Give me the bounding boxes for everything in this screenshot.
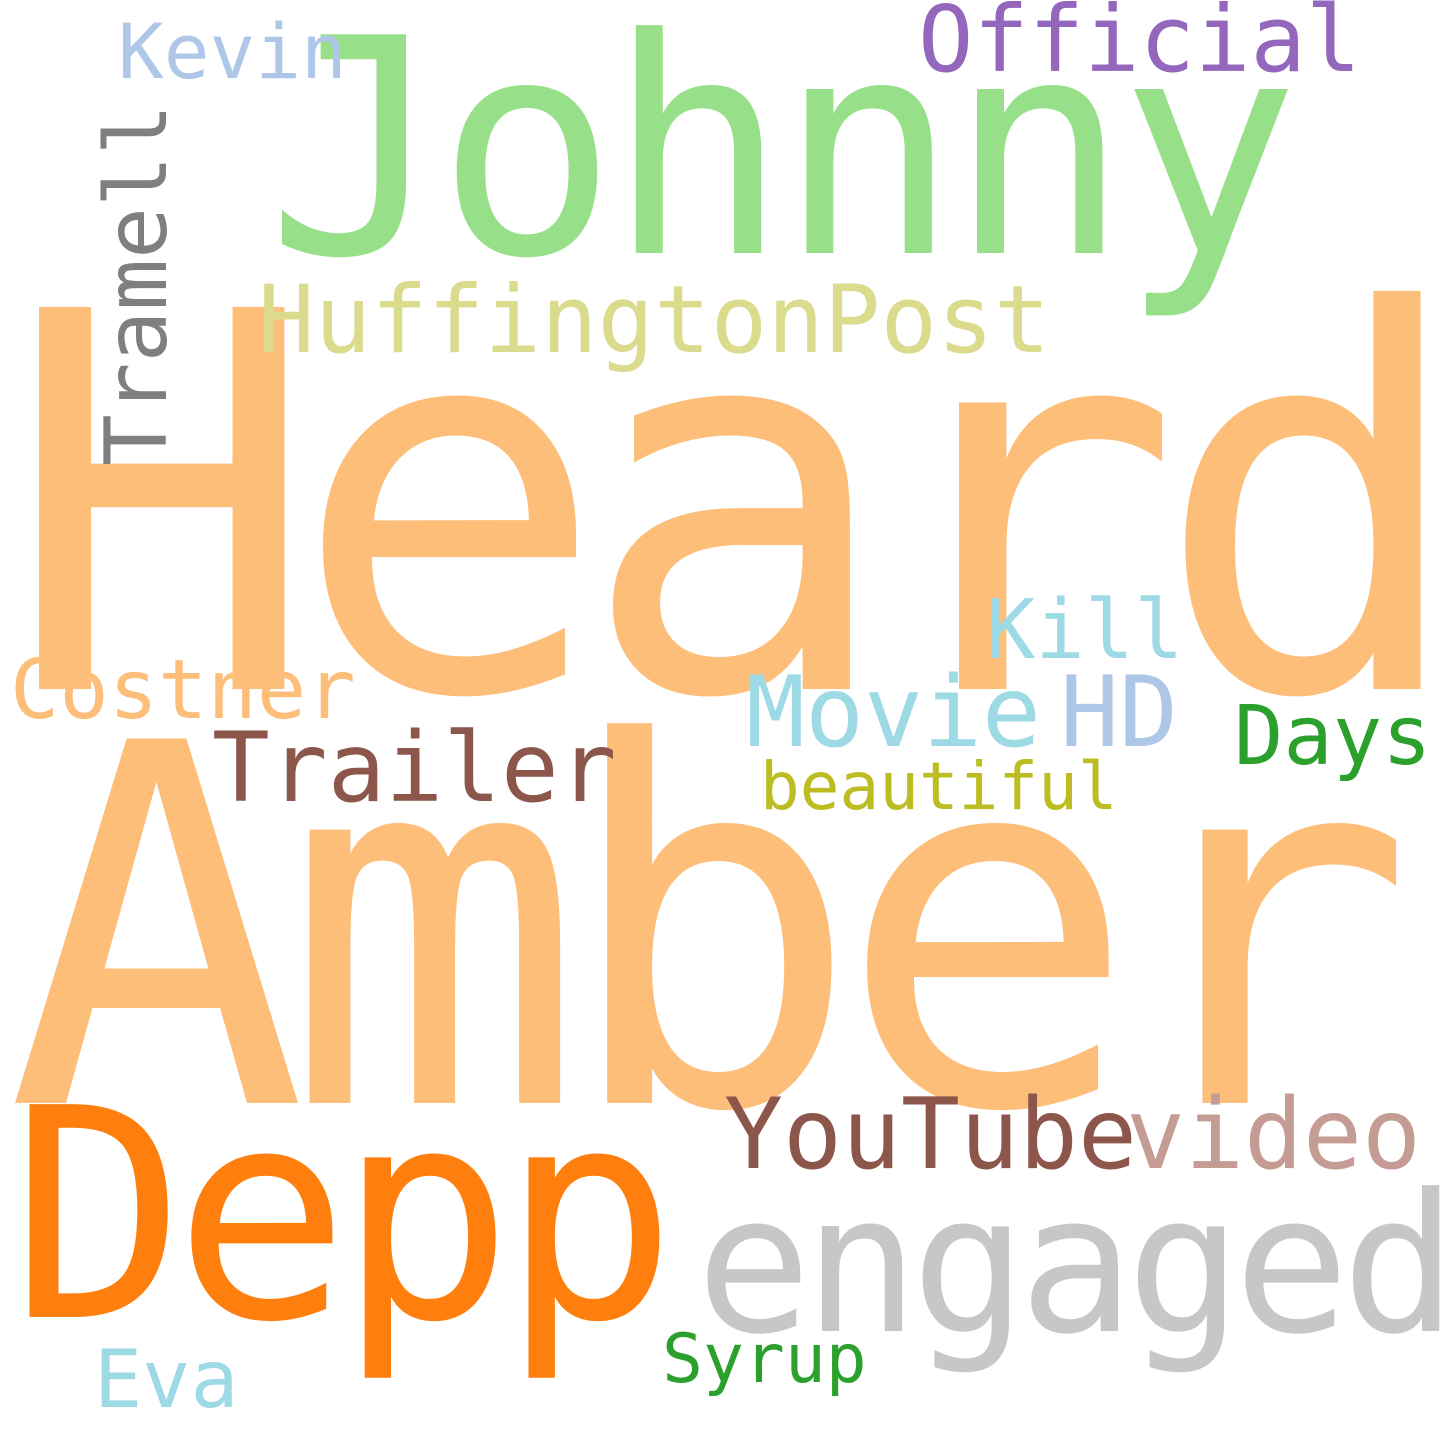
word-amber: Amber (6, 639, 1415, 1221)
word-days: Days (1234, 689, 1432, 784)
word-johnny: Johnny (266, 0, 1300, 324)
word-hd: HD (1060, 656, 1179, 770)
word-syrup: Syrup (662, 1320, 867, 1399)
word-beautiful: beautiful (760, 748, 1118, 825)
word-video: video (1126, 1078, 1422, 1192)
word-engaged: engaged (696, 1154, 1440, 1377)
word-depp: Depp (10, 1046, 677, 1386)
word-huffingtonpost: HuffingtonPost (258, 266, 1051, 375)
word-trailer: Trailer (212, 712, 617, 824)
word-kill: Kill (986, 583, 1184, 678)
word-kevin: Kevin (118, 7, 347, 96)
word-eva: Eva (94, 1333, 239, 1426)
word-official: Official (918, 0, 1362, 93)
word-movie: Movie (746, 656, 1042, 770)
word-costner: Costner (10, 643, 356, 738)
word-youtube: YouTube (724, 1078, 1138, 1192)
word-tramell: Tramell (87, 103, 187, 466)
word-heard: Heard (4, 203, 1440, 813)
